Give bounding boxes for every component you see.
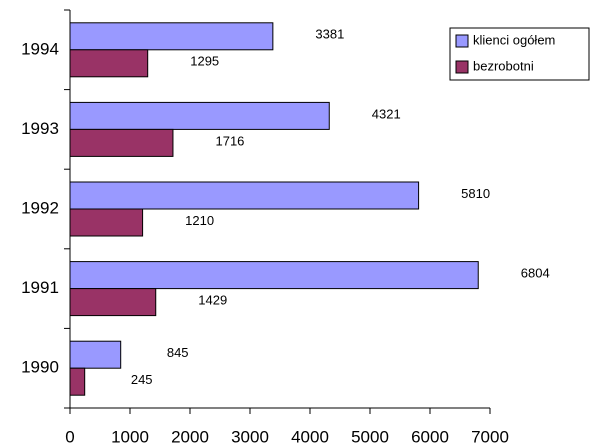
legend-box <box>449 27 590 81</box>
data-label: 5810 <box>461 186 490 201</box>
x-tick-label: 1000 <box>111 427 149 446</box>
bar <box>69 208 144 237</box>
legend-label: bezrobotni <box>473 58 534 73</box>
data-label: 6804 <box>521 266 550 281</box>
y-tick-label: 1993 <box>21 119 59 138</box>
y-tick-label: 1990 <box>21 358 59 377</box>
bar <box>69 181 420 210</box>
x-tick-label: 4000 <box>291 427 329 446</box>
data-label: 245 <box>131 372 153 387</box>
bar <box>69 367 86 396</box>
y-tick-label: 1992 <box>21 198 59 217</box>
bar <box>69 49 149 78</box>
x-tick-label: 7000 <box>471 427 509 446</box>
bar <box>69 340 122 369</box>
x-tick-label: 3000 <box>231 427 269 446</box>
legend-swatch <box>455 60 469 74</box>
data-label: 1210 <box>185 213 214 228</box>
legend-label: klienci ogółem <box>473 32 555 47</box>
data-label: 1429 <box>198 293 227 308</box>
data-label: 1716 <box>215 133 244 148</box>
bar <box>69 128 174 157</box>
bar <box>69 261 479 290</box>
x-tick-label: 0 <box>65 427 74 446</box>
data-label: 1295 <box>190 54 219 69</box>
bar <box>69 288 157 317</box>
data-label: 845 <box>167 345 189 360</box>
y-tick-label: 1991 <box>21 278 59 297</box>
bar <box>69 22 274 51</box>
bar <box>69 101 330 130</box>
y-tick-label: 1994 <box>21 39 59 58</box>
data-label: 4321 <box>372 106 401 121</box>
x-tick-label: 2000 <box>171 427 209 446</box>
x-tick-label: 6000 <box>411 427 449 446</box>
legend-swatch <box>455 34 469 48</box>
x-tick-label: 5000 <box>351 427 389 446</box>
data-label: 3381 <box>315 27 344 42</box>
